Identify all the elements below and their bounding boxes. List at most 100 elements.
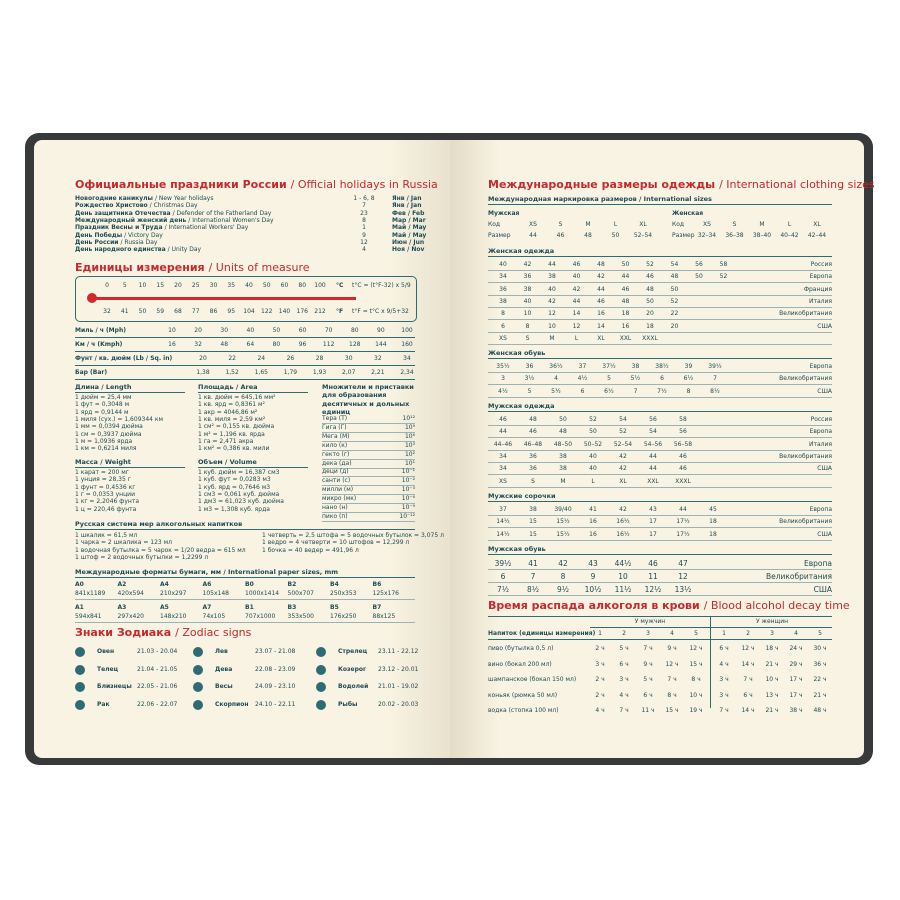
size-value: 8 [501,310,505,318]
thermometer-bulb [87,293,97,303]
men-hours: 2 ч [595,645,605,652]
block-item: 1 ярд = 0,9144 м [75,408,129,416]
zodiac-name: Рыбы [338,700,358,708]
men-hours: 5 ч [643,676,653,683]
size-value: 13½ [674,585,692,594]
size-value: 7½ [496,585,510,594]
size-value: 44 [679,506,687,513]
block-item: 1 ц = 220,46 фунта [75,505,137,513]
paper-size: 297x420 [117,613,144,620]
size-value: 38 [529,506,537,513]
size-value: 40 [548,285,556,293]
prefix-power: 10⁻⁶ [401,495,415,503]
conversion-value: 1,38 [196,369,210,376]
size-value: 9½ [556,585,570,594]
celsius-label: 0 [105,282,109,289]
drink-name: вино (бокал 200 мл) [488,660,552,668]
size-value: 54 [649,428,657,436]
zodiac-dates: 21.04 - 21.05 [137,665,178,673]
size-value: 42 [548,297,556,305]
size-value: 44–46 [493,440,513,448]
size-value: 12 [678,572,688,581]
holiday-ru: Рождество Христово [75,202,148,210]
size-number: 52–54 [633,232,653,239]
celsius-label: 50 [262,282,271,289]
size-number: 50 [611,232,620,239]
conversion-value: 2,07 [342,369,356,376]
women-hours: 6 ч [719,645,729,652]
country: Великобритания [779,375,832,383]
block-item: 1 см = 0,3937 дюйма [75,430,142,438]
fahrenheit-label: 59 [156,308,165,315]
conversion-value: 64 [246,341,255,348]
size-value: 15½ [556,518,570,526]
prefix-name: деци (д) [322,468,349,476]
rule [488,358,832,359]
size-number: 38–40 [752,232,772,239]
size-value: 52 [670,297,679,305]
fahrenheit-label: 50 [138,308,147,315]
size-number: 40–42 [780,232,799,239]
prefix-power: 10⁻³ [401,486,415,494]
zodiac-dates: 21.03 - 20.04 [137,648,178,655]
title-en: / Units of measure [208,261,310,274]
men-hours: 2 ч [595,691,605,699]
size-value: 36 [529,452,537,460]
size-value: 12 [548,310,556,318]
men-hours: 12 ч [689,645,703,652]
size-value: XXXL [642,334,658,342]
size-value: 42 [558,559,568,568]
size-value: 44 [548,261,556,268]
size-value: 58 [679,416,687,423]
zodiac-name: Весы [215,683,233,690]
country: США [817,322,832,330]
country: Россия [810,416,832,423]
holiday-en: / Victory Day [124,231,163,239]
block-item: 1 кг = 2,2046 фунта [75,498,140,506]
size-value: 8 [686,387,691,395]
size-value: 42 [597,273,605,281]
size-value: 15 [529,530,537,538]
size-value: 58 [719,261,728,268]
conversion-value: 112 [322,341,335,348]
size-value: 50 [695,273,703,281]
size-code: M [585,221,591,228]
paper-name: A6 [202,581,212,588]
size-value: 36½ [549,363,563,370]
size-value: 46 [499,416,507,423]
women-hours: 21 ч [765,707,779,714]
alcohol-measure: 1 четверть = 2,5 штофа = 5 водочных буты… [262,532,444,539]
women-hours: 12 ч [741,645,755,652]
size-value: 6 [501,322,505,330]
country: Италия [808,297,832,305]
conversion-value: 20 [194,327,202,334]
size-value: 50 [589,428,597,436]
zodiac-icon [75,664,85,675]
title-en: / Blood alcohol decay time [703,599,850,612]
block-title: Площадь / Area [198,383,258,391]
men-hours: 6 ч [619,660,629,668]
rule [198,467,308,468]
size-value: 50–52 [583,440,603,448]
men-hours: 4 ч [595,707,605,714]
prefix-name: пико (п) [322,512,348,520]
rule [488,639,832,640]
country: США [817,387,832,395]
size-value: 42 [572,285,581,293]
size-value: 36 [523,273,532,281]
holiday-ru: Международный женский день [75,216,187,224]
holiday-day: 7 [362,202,366,210]
block-item: 1 кв. дюйм = 645,16 мм² [198,394,276,401]
country: Европа [809,506,832,513]
country: Европа [809,363,832,370]
size-value: 17 [649,530,657,538]
zodiac-icon [193,699,203,710]
conversion-value: 80 [350,327,359,334]
paper-name: A3 [117,604,127,611]
conversion-value: 24 [257,355,266,362]
paper-size: 88x125 [372,613,396,620]
block-item: 1 куб. дюйм = 16,387 см3 [198,469,280,476]
section-title: Международные размеры одежды / Internatio… [488,179,875,190]
prefix-name: милли (м) [322,486,354,494]
